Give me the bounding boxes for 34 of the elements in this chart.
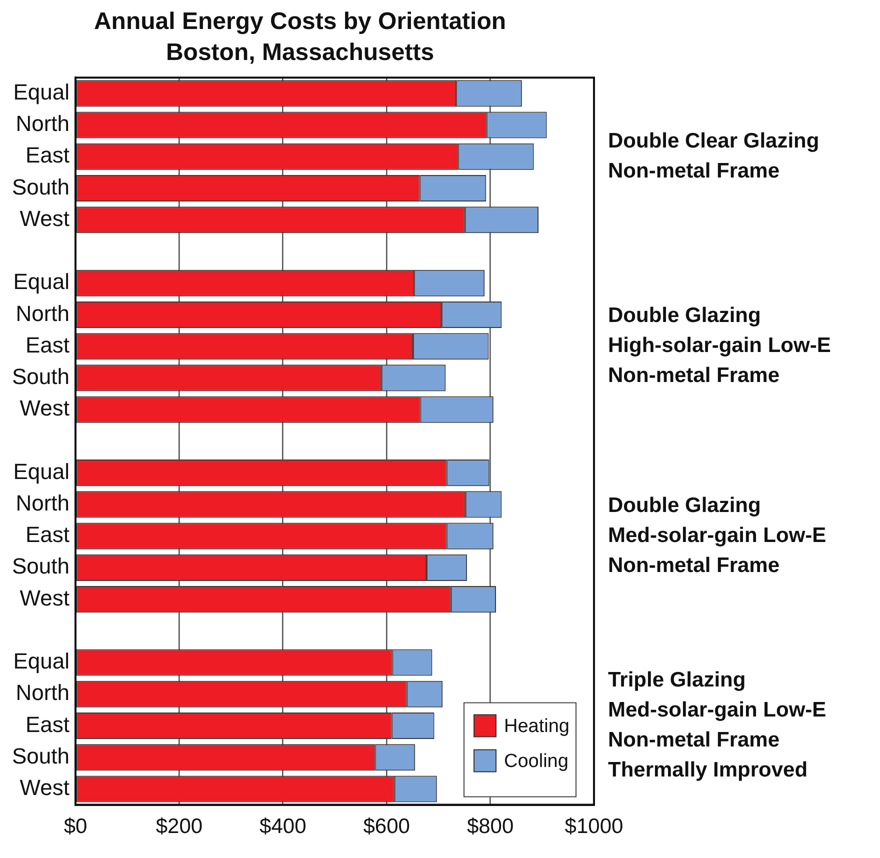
legend-label: Cooling xyxy=(504,751,568,772)
chart-title: Annual Energy Costs by Orientation xyxy=(94,8,506,36)
y-tick-label: East xyxy=(25,142,70,168)
y-tick-label: East xyxy=(25,712,70,737)
text: Double Glazing High-solar-gain Low-E Non-metal Frame xyxy=(608,304,831,388)
y-tick-label: Equal xyxy=(13,79,70,104)
y-tick-label: South xyxy=(12,364,70,390)
x-tick-label: $400 xyxy=(260,815,306,838)
y-tick-label: West xyxy=(20,585,70,610)
y-tick-label: North xyxy=(16,680,70,706)
x-tick-label: $800 xyxy=(466,815,514,838)
y-tick-label: North xyxy=(16,111,70,136)
y-tick-label: North xyxy=(16,490,70,516)
x-tick-label: $0 xyxy=(64,815,88,838)
y-tick-label: North xyxy=(16,300,70,326)
text: Double Clear Glazing Non-metal Frame xyxy=(608,129,820,182)
y-tick-label: West xyxy=(20,775,70,800)
y-tick-label: South xyxy=(12,174,70,200)
y-tick-label: South xyxy=(12,554,70,579)
y-tick-label: Equal xyxy=(13,458,70,484)
chart-subtitle: Boston, Massachusetts xyxy=(166,38,434,66)
x-tick-label: $200 xyxy=(156,815,203,838)
y-tick-label: East xyxy=(25,522,70,548)
y-tick-label: West xyxy=(20,396,70,421)
text: Double Glazing Med-solar-gain Low-E Non-metal Frame xyxy=(608,494,826,577)
y-tick-label: Equal xyxy=(13,648,70,674)
text: Triple Glazing Med-solar-gain Low-E Non-metal Frame Thermally Improved xyxy=(608,668,826,782)
y-tick-label: Equal xyxy=(13,269,70,294)
y-tick-label: South xyxy=(12,743,70,768)
x-tick-label: $1000 xyxy=(564,815,624,838)
y-tick-label: West xyxy=(20,206,70,231)
y-tick-label: East xyxy=(25,332,70,358)
x-tick-label: $600 xyxy=(363,815,410,838)
legend-label: Heating xyxy=(504,716,570,738)
